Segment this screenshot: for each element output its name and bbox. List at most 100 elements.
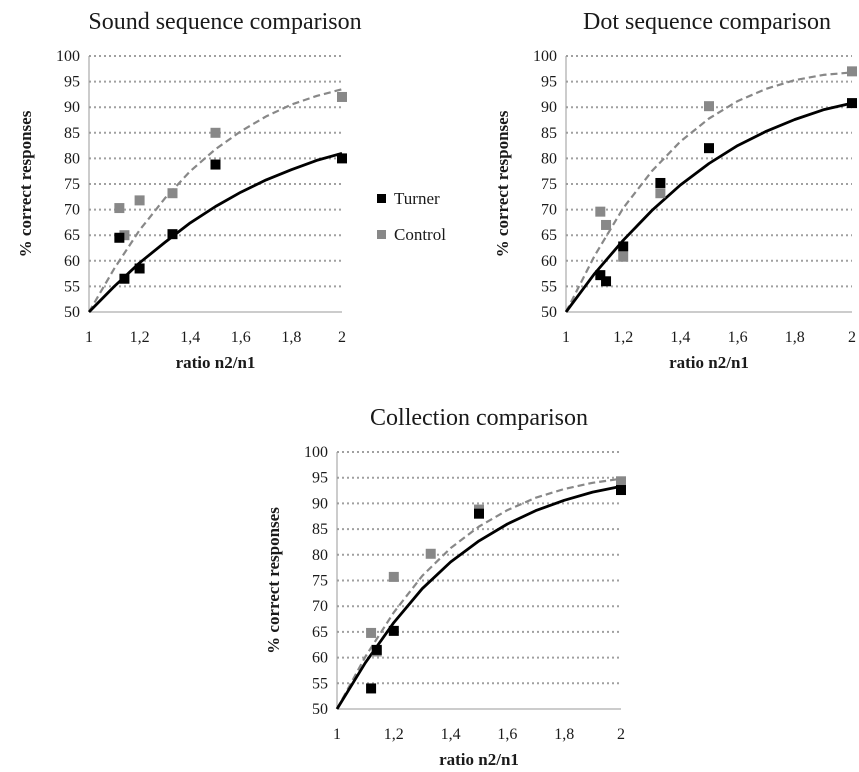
- x-tick-label: 1: [333, 726, 341, 743]
- y-tick-label: 80: [64, 150, 80, 167]
- y-tick-label: 70: [312, 598, 328, 615]
- y-tick-label: 90: [64, 99, 80, 116]
- y-tick-label: 50: [312, 701, 328, 718]
- point-control: [425, 548, 436, 559]
- point-control: [134, 195, 145, 206]
- y-axis-label: % correct responses: [493, 110, 512, 257]
- x-tick-label: 1,2: [130, 329, 150, 346]
- x-axis-label: ratio n2/n1: [176, 353, 256, 372]
- fit-line-turner: [564, 101, 853, 313]
- chart-2: Dot sequence comparison 50 55 60 65 70 75 80 85 9…: [493, 9, 857, 372]
- x-axis-label: ratio n2/n1: [669, 353, 749, 372]
- fit-line-control: [88, 88, 343, 313]
- y-tick-label: 65: [541, 227, 557, 244]
- x-tick-label: 1,8: [785, 329, 805, 346]
- point-turner: [474, 508, 484, 519]
- fit-line-turner: [88, 151, 343, 313]
- x-tick-label: 1: [562, 329, 570, 346]
- point-turner: [210, 159, 221, 170]
- point-control: [704, 101, 714, 112]
- x-tick-label: 1,2: [613, 329, 633, 346]
- legend-swatch-turner: [377, 194, 386, 203]
- point-control: [388, 571, 399, 582]
- y-tick-label: 100: [533, 48, 557, 65]
- x-tick-label: 1,4: [441, 726, 461, 743]
- point-turner: [595, 270, 606, 281]
- point-turner: [119, 273, 130, 284]
- y-tick-label: 80: [541, 150, 557, 167]
- point-turner: [366, 683, 377, 694]
- y-tick-label: 50: [541, 304, 557, 321]
- point-control: [601, 219, 612, 230]
- y-tick-label: 80: [312, 547, 328, 564]
- y-tick-label: 55: [64, 278, 80, 295]
- point-turner: [601, 276, 612, 287]
- point-control: [366, 627, 377, 638]
- point-turner: [616, 485, 626, 496]
- fit-line-control: [565, 71, 853, 313]
- point-control: [337, 91, 347, 102]
- legend-swatch-control: [377, 230, 386, 239]
- legend: Turner Control: [377, 189, 446, 244]
- legend-label-turner: Turner: [394, 189, 440, 208]
- y-tick-label: 90: [541, 99, 557, 116]
- y-tick-label: 95: [312, 470, 328, 487]
- y-tick-label: 60: [541, 253, 557, 270]
- y-tick-label: 90: [312, 495, 328, 512]
- y-tick-label: 65: [312, 624, 328, 641]
- y-tick-label: 50: [64, 304, 80, 321]
- y-tick-label: 75: [541, 176, 557, 193]
- chart-title: Sound sequence comparison: [88, 9, 361, 35]
- point-turner: [847, 98, 857, 109]
- chart-title: Collection comparison: [370, 405, 588, 431]
- y-axis-label: % correct responses: [16, 110, 35, 257]
- y-tick-label: 60: [312, 650, 328, 667]
- point-control: [210, 127, 221, 138]
- y-tick-label: 75: [64, 176, 80, 193]
- x-tick-label: 2: [848, 329, 856, 346]
- point-turner: [114, 232, 125, 243]
- point-control: [847, 66, 857, 77]
- point-turner: [618, 241, 629, 252]
- point-turner: [704, 143, 714, 154]
- y-tick-label: 75: [312, 573, 328, 590]
- y-tick-label: 95: [64, 74, 80, 91]
- x-tick-label: 1,4: [180, 329, 200, 346]
- y-tick-label: 100: [304, 444, 328, 461]
- y-tick-label: 70: [64, 202, 80, 219]
- x-tick-label: 1,6: [497, 726, 517, 743]
- chart-1: Sound sequence comparison 50 55 60 65 70 75 80 8…: [16, 9, 362, 372]
- y-tick-label: 85: [64, 125, 80, 142]
- x-tick-label: 1,6: [231, 329, 251, 346]
- point-control: [616, 476, 626, 487]
- point-control: [595, 206, 606, 217]
- chart-3: Collection comparison 50 55 60 65 70 75 80 85 90 9…: [264, 405, 626, 769]
- y-tick-label: 60: [64, 253, 80, 270]
- x-tick-label: 2: [617, 726, 625, 743]
- x-tick-label: 1,6: [728, 329, 748, 346]
- y-tick-label: 100: [56, 48, 80, 65]
- x-tick-label: 1: [85, 329, 93, 346]
- point-control: [167, 188, 178, 199]
- point-turner: [388, 625, 399, 636]
- chart-title: Dot sequence comparison: [583, 9, 831, 35]
- point-control: [119, 230, 130, 241]
- fit-line-control: [336, 477, 622, 710]
- point-turner: [134, 263, 145, 274]
- point-turner: [337, 153, 347, 164]
- y-tick-label: 55: [312, 675, 328, 692]
- x-axis-label: ratio n2/n1: [439, 750, 519, 769]
- y-tick-label: 85: [541, 125, 557, 142]
- y-tick-label: 65: [64, 227, 80, 244]
- x-tick-label: 1,8: [554, 726, 574, 743]
- y-tick-label: 55: [541, 278, 557, 295]
- point-control: [655, 188, 666, 199]
- point-turner: [167, 229, 178, 240]
- point-turner: [655, 177, 666, 188]
- point-turner: [371, 644, 382, 655]
- y-tick-label: 85: [312, 521, 328, 538]
- y-tick-label: 95: [541, 74, 557, 91]
- x-tick-label: 1,2: [384, 726, 404, 743]
- fit-line-turner: [335, 485, 622, 710]
